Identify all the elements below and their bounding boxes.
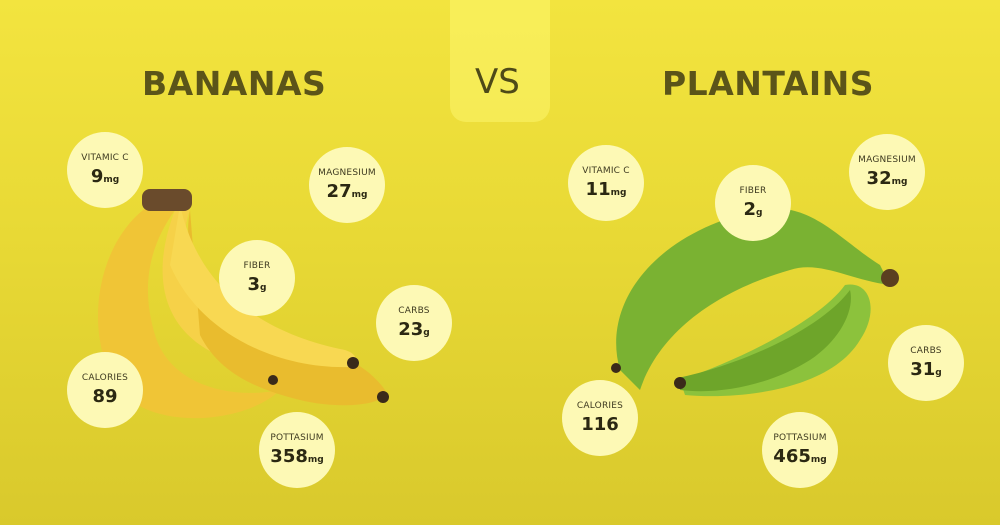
stat-label: VITAMIC C <box>582 166 630 176</box>
banana-calories-stat: CALORIES 89 <box>67 352 143 428</box>
plantain-image <box>611 208 899 397</box>
vs-label: VS <box>475 62 520 102</box>
stat-value: 23 <box>398 319 424 340</box>
stat-value: 31 <box>910 359 936 380</box>
stat-unit: g <box>935 368 942 378</box>
stat-value: 9 <box>90 166 104 187</box>
plantain-potassium-stat: POTTASIUM 465mg <box>762 412 838 488</box>
stat-unit: mg <box>103 175 120 185</box>
stat-value: 89 <box>92 386 118 407</box>
stat-unit: mg <box>307 455 324 465</box>
bananas-title: BANANAS <box>142 64 327 103</box>
banana-bunch-image <box>97 189 389 419</box>
banana-carbs-stat: CARBS 23g <box>376 285 452 361</box>
stat-value: 27 <box>326 181 352 202</box>
stat-label: CALORIES <box>81 373 129 383</box>
stat-value: 358 <box>270 446 308 467</box>
stat-label: FIBER <box>243 261 271 271</box>
banana-fiber-stat: FIBER 3g <box>219 240 295 316</box>
stat-label: VITAMIC C <box>81 153 129 163</box>
plantains-title: PLANTAINS <box>662 64 875 103</box>
plantain-calories-stat: CALORIES 116 <box>562 380 638 456</box>
plantain-magnesium-stat: MAGNESIUM 32mg <box>849 134 925 210</box>
stat-unit: mg <box>351 190 368 200</box>
vs-background-panel <box>450 0 550 122</box>
stat-unit: g <box>423 328 430 338</box>
stat-label: FIBER <box>739 186 767 196</box>
banana-vitamin-c-stat: VITAMIC C 9mg <box>67 132 143 208</box>
stat-value: 11 <box>585 179 611 200</box>
stat-unit: mg <box>810 455 827 465</box>
stat-value: 465 <box>773 446 811 467</box>
plantain-carbs-stat: CARBS 31g <box>888 325 964 401</box>
stat-unit: mg <box>891 177 908 187</box>
stat-label: POTTASIUM <box>773 433 827 443</box>
stat-label: MAGNESIUM <box>318 168 376 178</box>
stat-value: 2 <box>743 199 757 220</box>
plantain-fiber-stat: FIBER 2g <box>715 165 791 241</box>
stat-value: 32 <box>866 168 892 189</box>
stat-value: 3 <box>247 274 261 295</box>
stat-unit: mg <box>610 188 627 198</box>
stat-unit: g <box>756 208 763 218</box>
stat-unit: g <box>260 283 267 293</box>
stat-label: CARBS <box>398 306 430 316</box>
stat-label: CALORIES <box>576 401 624 411</box>
stat-value: 116 <box>581 414 619 435</box>
stat-label: CARBS <box>910 346 942 356</box>
plantain-vitamin-c-stat: VITAMIC C 11mg <box>568 145 644 221</box>
banana-potassium-stat: POTTASIUM 358mg <box>259 412 335 488</box>
stat-label: POTTASIUM <box>270 433 324 443</box>
stat-label: MAGNESIUM <box>858 155 916 165</box>
banana-magnesium-stat: MAGNESIUM 27mg <box>309 147 385 223</box>
